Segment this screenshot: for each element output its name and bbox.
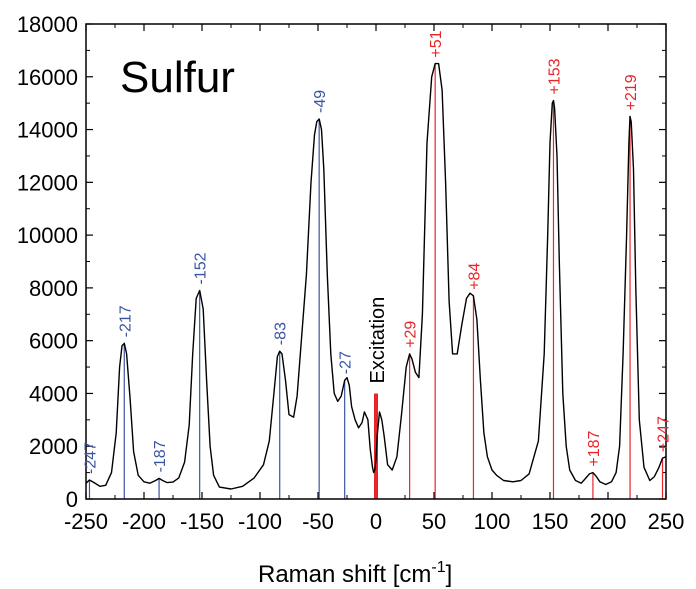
x-axis-title-superscript: -1: [431, 559, 445, 576]
y-tick-label: 10000: [17, 223, 78, 248]
y-tick-label: 16000: [17, 65, 78, 90]
x-tick-label: -100: [238, 509, 282, 534]
y-tick-label: 0: [66, 487, 78, 512]
peak-label: +219: [623, 74, 640, 110]
x-axis-title-close: ]: [446, 561, 453, 588]
peak-label: +51: [428, 30, 445, 57]
y-tick-label: 2000: [29, 434, 78, 459]
x-tick-label: -250: [64, 509, 108, 534]
x-tick-label: -200: [122, 509, 166, 534]
peak-label: -27: [338, 351, 355, 374]
y-tick-label: 8000: [29, 276, 78, 301]
peak-label: -152: [193, 252, 210, 284]
x-tick-label: -50: [302, 509, 334, 534]
x-axis-title-main: Raman shift [cm: [258, 561, 431, 588]
spectrum-curve-group: [85, 62, 667, 490]
y-tick-label: 14000: [17, 118, 78, 143]
peak-label: +247: [656, 416, 673, 452]
tick-labels: -250 -200 -150 -100 -50 0 50 100 150 200 250 0 2000 4…: [17, 12, 685, 534]
x-tick-label: -150: [180, 509, 224, 534]
plot-frame: [85, 23, 667, 500]
peak-label: -187: [152, 440, 169, 472]
peak-markers: [88, 63, 664, 499]
x-tick-label: 0: [370, 509, 382, 534]
y-tick-label: 4000: [29, 381, 78, 406]
x-tick-label: 50: [422, 509, 446, 534]
peak-label: -83: [273, 322, 290, 345]
x-axis-title: Raman shift [cm-1]: [258, 559, 452, 588]
spectrum-curve: [85, 62, 667, 490]
y-tick-label: 18000: [17, 12, 78, 37]
y-tick-label: 6000: [29, 329, 78, 354]
x-tick-label: 250: [648, 509, 685, 534]
y-tick-label: 12000: [17, 170, 78, 195]
x-tick-label: 200: [590, 509, 627, 534]
peak-label: -49: [312, 90, 329, 113]
x-tick-label: 150: [532, 509, 569, 534]
peak-label: +84: [466, 263, 483, 290]
peak-labels: -247 -217 -187 -152 -83 -49 -27 +29 +51 +84 +153 +1…: [82, 30, 672, 474]
peak-label: -247: [82, 442, 99, 474]
x-tick-label: 100: [474, 509, 511, 534]
chart-title: Sulfur: [120, 53, 235, 102]
peak-label: +187: [586, 430, 603, 466]
excitation-label: Excitation: [367, 297, 389, 384]
peak-label: +29: [403, 321, 420, 348]
peak-label: -217: [117, 305, 134, 337]
peak-label: +153: [546, 58, 563, 94]
